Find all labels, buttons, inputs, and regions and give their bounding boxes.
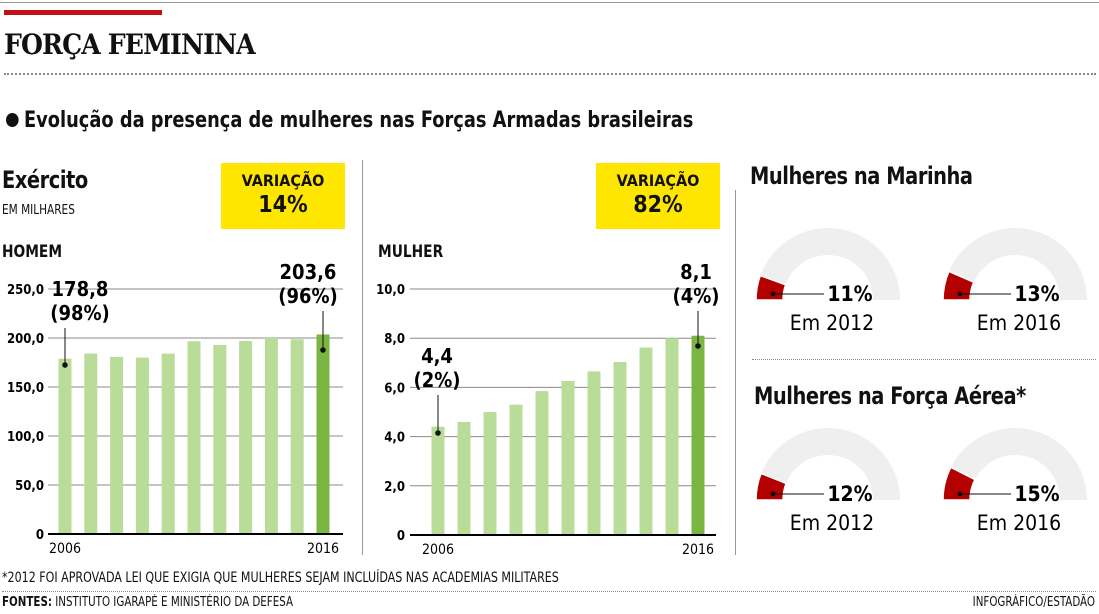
bar-2006 [431,426,445,535]
sources: FONTES: INSTITUTO IGARAPÉ E MINISTÉRIO D… [2,595,293,610]
chart-title-homem: HOMEM [2,242,63,262]
gauge-percent: 12% [827,482,872,506]
bar-2007 [84,353,98,534]
gauge-year: Em 2012 [790,311,874,335]
data-label-value: 178,8 [52,277,109,301]
bar-2013 [239,340,253,534]
leader-dot [320,347,326,353]
bar-2014 [639,347,653,535]
divider [4,73,1096,75]
variation-box-mulher: VARIAÇÃO 82% [596,163,720,229]
column-divider [362,160,363,555]
bar-2008 [110,356,124,534]
variation-label: VARIAÇÃO [241,171,325,190]
y-tick-label: 0 [36,528,44,543]
gauge-fill [942,466,976,501]
gauge-track [943,228,1087,300]
column-divider [735,190,736,555]
x-tick-label: 2006 [422,542,454,558]
bar-2006 [58,358,72,534]
gauge-track [756,228,900,300]
y-tick-label: 0 [397,529,405,544]
exercito-heading: Exército [2,166,88,194]
bar-2010 [161,353,175,534]
x-tick-label: 2016 [307,541,339,557]
top-rule [0,2,1099,3]
data-label-pct: (2%) [414,368,461,392]
y-tick-label: 50,0 [15,479,44,494]
bar-2013 [613,362,627,535]
bar-2010 [535,391,549,535]
bar-2014 [264,337,278,534]
leader-dot [695,343,701,349]
gauge-percent: 15% [1014,482,1059,506]
gauges: 11% Em 2012 13% Em 2016 12% Em 2012 15% Em 2016 [755,228,1087,535]
page-title: FORÇA FEMININA [4,28,256,61]
y-tick-label: 200,0 [7,332,44,347]
variation-label: VARIAÇÃO [616,171,700,190]
divider [2,591,1096,592]
bar-2012 [587,371,601,535]
bar-2015 [290,339,304,534]
bar-2009 [509,404,523,535]
gauge-year: Em 2012 [790,511,874,535]
y-tick-label: 6,0 [384,381,405,396]
x-tick-label: 2016 [682,542,714,558]
gauge-percent: 13% [1014,282,1059,306]
bar-2009 [135,357,149,534]
variation-value: 82% [633,192,683,218]
y-tick-label: 10,0 [376,283,405,298]
data-label-pct: (96%) [278,284,338,308]
data-label-value: 203,6 [280,260,337,284]
accent-bar [4,10,162,15]
y-tick-label: 4,0 [384,431,405,446]
bar-2015 [665,338,679,535]
y-tick-label: 100,0 [7,430,44,445]
aerea-heading: Mulheres na Força Aérea* [754,382,1026,410]
data-label-pct: (4%) [673,284,720,308]
bar-2011 [561,381,575,535]
gauge-percent: 11% [827,282,872,306]
bar-2011 [187,341,201,534]
gauge-track [756,428,900,500]
gauge-year: Em 2016 [977,511,1061,535]
gauge-fill [755,472,788,501]
sources-text: INSTITUTO IGARAPÉ E MINISTÉRIO DA DEFESA [55,595,294,610]
variation-box-homem: VARIAÇÃO 14% [221,163,345,229]
bullet-icon [6,113,19,127]
gauge-track [943,428,1087,500]
data-label-value: 8,1 [680,260,712,284]
leader-dot [62,362,68,368]
y-tick-label: 150,0 [7,381,44,396]
bar-2016 [316,334,330,534]
y-tick-label: 2,0 [384,480,405,495]
bar-2007 [457,421,471,535]
chart-title-mulher: MULHER [378,242,444,262]
sources-label: FONTES: [2,595,52,610]
leader-dot [435,430,441,436]
subtitle-text: Evolução da presença de mulheres nas For… [24,108,694,133]
credit: INFOGRÁFICO/ESTADÃO [972,595,1095,610]
subtitle: Evolução da presença de mulheres nas For… [6,108,693,133]
x-tick-label: 2006 [49,541,81,557]
bar-2016 [691,335,705,535]
divider [752,359,1096,360]
gauge-fill [942,270,975,301]
data-label-pct: (98%) [50,301,110,325]
footnote: *2012 FOI APROVADA LEI QUE EXIGIA QUE MU… [2,570,559,586]
variation-value: 14% [258,192,308,218]
bar-2008 [483,412,497,535]
y-tick-label: 250,0 [7,283,44,298]
bar-chart-mulher: 0 2,0 4,0 6,0 8,0 10,0 2006 2016 4,4(2%) 8,1(4%) [376,260,720,558]
gauge-year: Em 2016 [977,311,1061,335]
unit-label: EM MILHARES [2,203,75,218]
bar-2012 [213,344,227,534]
y-tick-label: 8,0 [384,332,405,347]
data-label-value: 4,4 [421,344,453,368]
marinha-heading: Mulheres na Marinha [750,162,973,190]
